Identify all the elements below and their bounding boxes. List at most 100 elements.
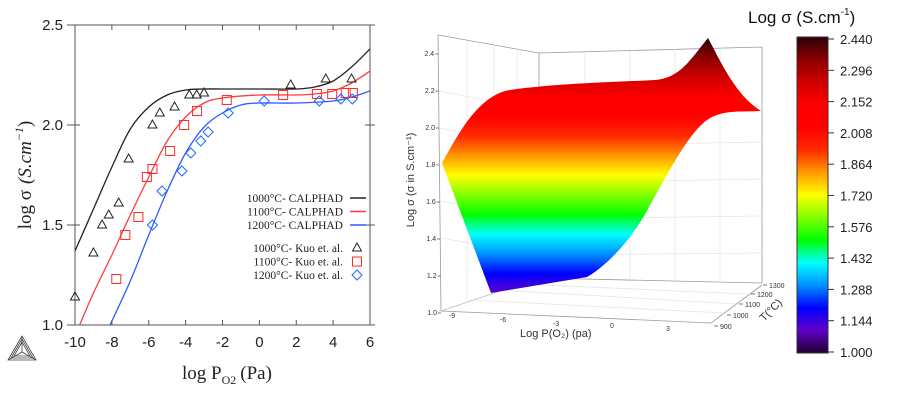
triangle-marker (320, 72, 332, 83)
x-tick-label: 2 (292, 334, 300, 351)
square-marker (179, 120, 190, 130)
colorbar-tick-label: 2.296 (840, 63, 873, 78)
diamond-marker (346, 93, 359, 105)
triangle-marker (96, 218, 108, 229)
colorbar-tick-label: 1.000 (840, 345, 873, 360)
z-tick-label: 1.6 (426, 199, 436, 206)
triangle-marker (88, 246, 99, 257)
colorbar-tick-label: 1.720 (840, 189, 873, 204)
x-axis-label: log PO2 (Pa) (182, 363, 272, 387)
square-marker (278, 90, 289, 100)
x-tick-label: -6 (142, 334, 155, 351)
y-tick-label: 1.0 (42, 317, 63, 334)
square-marker (352, 256, 362, 267)
t-tick-label-3d: 1300 (769, 283, 785, 290)
colorbar-tick-label: 2.440 (840, 32, 873, 47)
axis-ticks (67, 24, 375, 326)
triangle-marker (147, 118, 158, 129)
t-tick-label-3d: 900 (720, 324, 732, 331)
square-marker (221, 95, 232, 105)
triangle-marker (154, 106, 166, 117)
conductivity-surface (442, 38, 761, 293)
diamond-marker (146, 219, 159, 231)
square-marker (192, 106, 203, 116)
x-tick-label-3d: -6 (500, 317, 506, 324)
z-axis-label-3d: Log σ (σ in S.cm⁻¹) (405, 133, 417, 228)
x-tick-label-3d: 0 (610, 323, 614, 330)
thermo-calc-logo (7, 335, 37, 361)
triangle-marker (69, 290, 81, 301)
diamond-marker (351, 269, 363, 281)
colorbar-tick-label: 1.864 (840, 157, 873, 172)
legend-label: 1000°C- Kuo et. al. (253, 243, 343, 255)
y-tick-label: 2.5 (42, 17, 63, 34)
diamond-marker (222, 107, 234, 119)
legend-label: 1100°C- Kuo et. al. (254, 257, 344, 269)
square-marker (327, 89, 338, 99)
scatter-series (69, 72, 357, 301)
t-tick-label-3d: 1100 (745, 302, 760, 309)
diamond-marker (313, 95, 326, 107)
diamond-marker (202, 126, 214, 138)
colorbar: 2.440 2.296 2.152 2.008 1.864 1.720 1.576 1.432… (748, 7, 873, 360)
x-tick-label: -2 (216, 334, 229, 351)
x-tick-label-3d: -3 (553, 321, 559, 328)
colorbar-tick-label: 1.576 (840, 220, 873, 235)
z-tick-label: 2.0 (425, 125, 435, 132)
z-tick-labels: 1.0 1.2 1.4 1.6 1.8 2.0 2.2 2.4 (424, 51, 441, 317)
square-marker (111, 274, 122, 284)
t-tick-label-3d: 1200 (757, 292, 773, 299)
diamond-marker (185, 147, 197, 159)
t-axis-label-3d: T(°C) (758, 297, 785, 324)
y-tick-label: 1.5 (42, 217, 63, 234)
legend-label: 1100°C- CALPHAD (247, 207, 343, 219)
x-tick-label: 6 (366, 334, 374, 351)
square-marker (147, 164, 158, 174)
colorbar-tick-label: 1.432 (840, 251, 873, 266)
colorbar-title: Log σ (S.cm-1) (748, 7, 855, 27)
triangle-marker (191, 88, 203, 99)
triangle-marker (346, 72, 357, 83)
triangle-marker (198, 86, 210, 97)
y-tick-labels: 1.0 1.5 2.0 2.5 (42, 17, 63, 334)
diamond-marker (258, 95, 270, 107)
y-axis-label: log σ(S.cm−1) (12, 121, 36, 229)
triangle-marker (351, 241, 363, 252)
right-chart: 1.0 1.2 1.4 1.6 1.8 2.0 2.2 2.4 -9 -6 -3 0 3 900100… (405, 7, 873, 360)
z-tick-label: 2.4 (424, 51, 434, 58)
square-marker (120, 230, 131, 240)
y-tick-label: 2.0 (42, 117, 63, 134)
diamond-marker (176, 165, 188, 177)
colorbar-tick-label: 1.144 (840, 314, 873, 329)
legend-label: 1000°C- CALPHAD (247, 193, 343, 205)
colorbar-tick-label: 1.288 (840, 282, 873, 297)
left-chart: -10 -8 -6 -4 -2 0 2 4 6 1.0 1.5 2.0 2.5 log PO2 (Pa)… (7, 17, 375, 387)
x-tick-label: 4 (329, 334, 337, 351)
scatter-series (146, 93, 359, 231)
legend-label: 1200°C- Kuo et. al. (253, 270, 343, 282)
z-tick-label: 1.0 (427, 310, 437, 317)
triangle-marker (169, 100, 180, 111)
x-tick-label-3d: 3 (666, 326, 670, 333)
z-tick-label: 1.2 (427, 273, 437, 280)
triangle-marker (285, 78, 297, 89)
triangle-marker (103, 208, 115, 219)
colorbar-tick-label: 2.008 (840, 126, 873, 141)
z-tick-label: 2.2 (425, 88, 435, 95)
triangle-marker (113, 196, 125, 207)
x-tick-label: -10 (64, 334, 86, 351)
colorbar-tick-label: 2.152 (840, 95, 873, 110)
square-marker (165, 146, 176, 156)
t-tick-label-3d: 1000 (733, 313, 749, 320)
colorbar-ticks: 2.440 2.296 2.152 2.008 1.864 1.720 1.576 1.432… (828, 32, 873, 360)
x-tick-labels: -10 -8 -6 -4 -2 0 2 4 6 (64, 334, 374, 351)
square-marker (347, 88, 358, 98)
series-points (69, 72, 359, 301)
triangle-marker (123, 152, 135, 163)
z-tick-label: 1.4 (426, 236, 436, 243)
diamond-marker (195, 135, 207, 147)
